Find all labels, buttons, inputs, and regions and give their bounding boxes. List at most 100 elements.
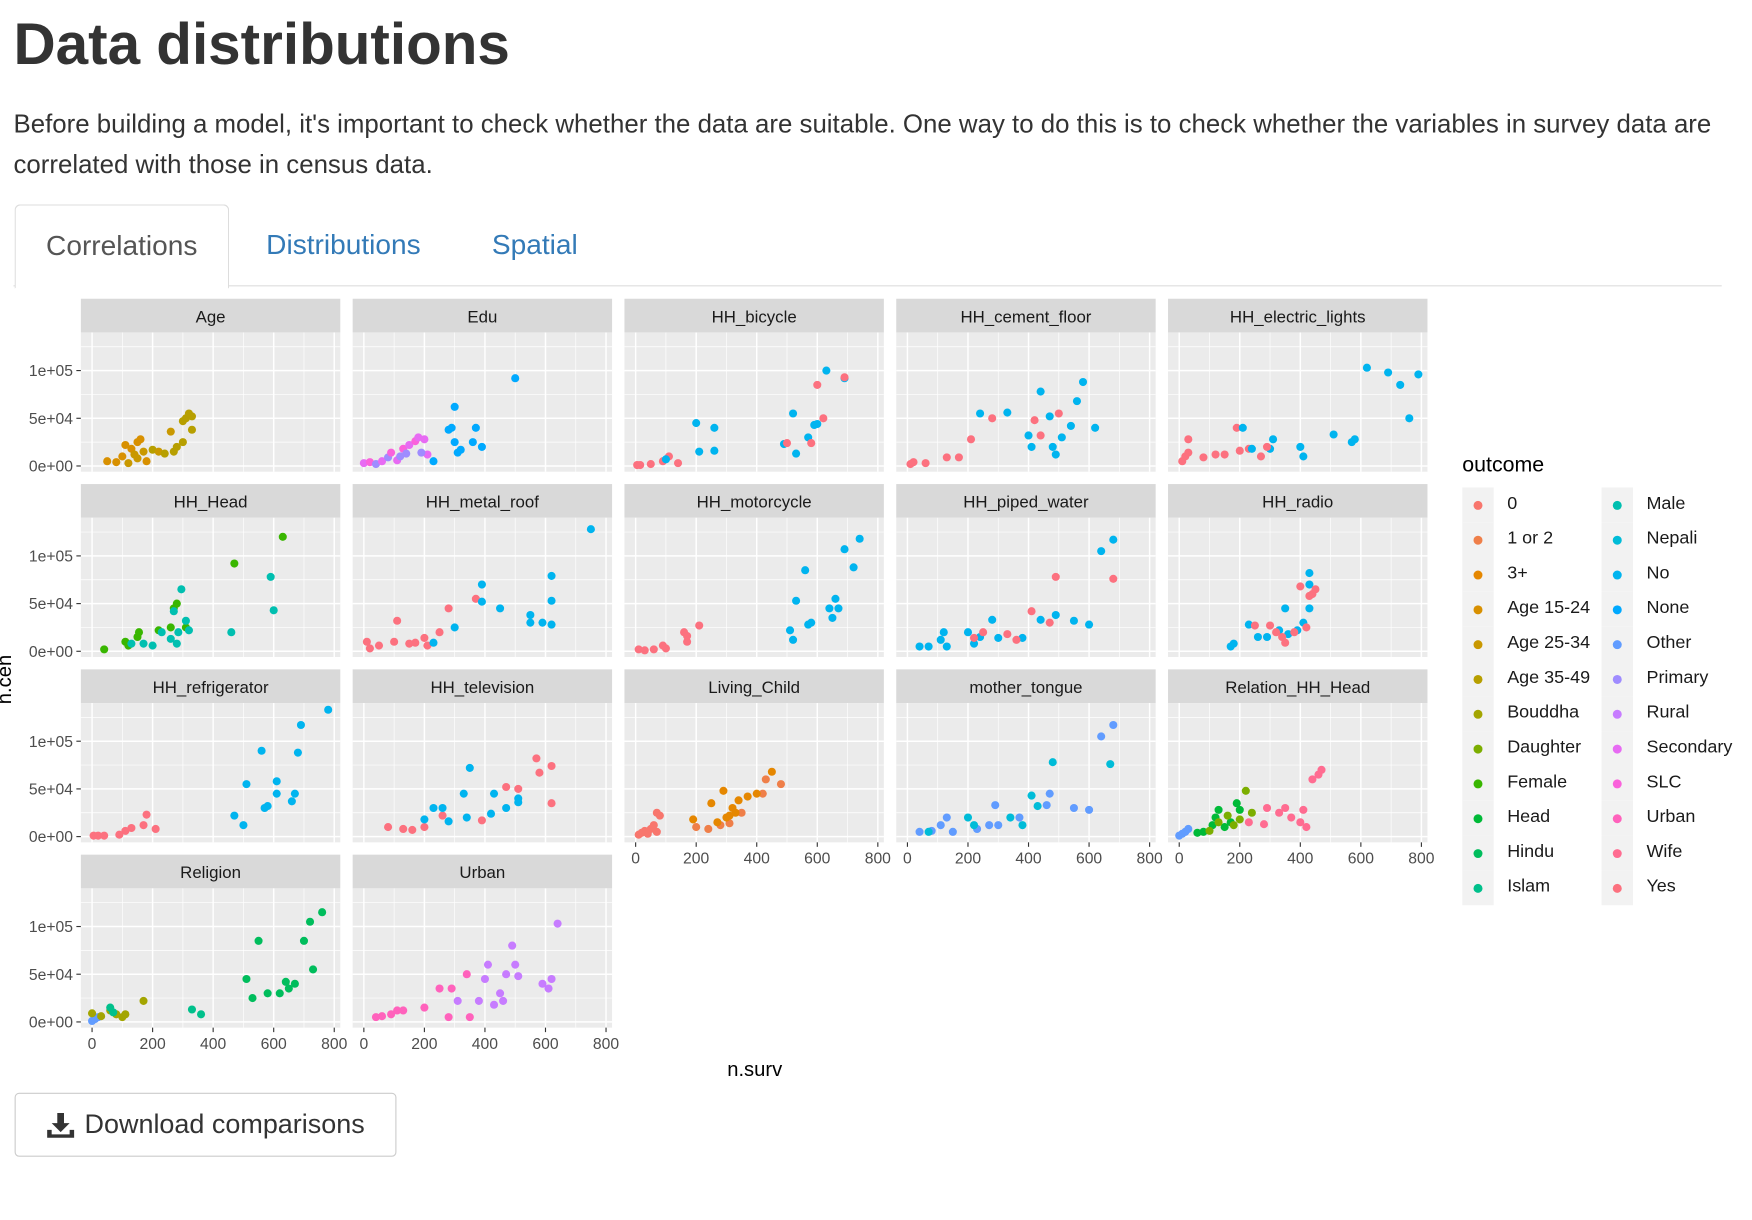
data-point [954, 453, 963, 462]
facet-label: Relation_HH_Head [1225, 678, 1370, 697]
panel-background [624, 703, 884, 843]
data-point [1193, 828, 1202, 837]
data-point [661, 455, 670, 464]
data-point [174, 628, 183, 637]
legend-label: No [1646, 563, 1670, 583]
legend-label: Urban [1646, 807, 1696, 827]
legend-key [1601, 731, 1633, 766]
x-tick-label: 400 [472, 1036, 498, 1053]
y-tick-label: 1e+05 [29, 919, 73, 936]
legend-label: Bouddha [1507, 703, 1580, 723]
data-point [1302, 823, 1311, 832]
facet-panel: HH_Head 0e+00 5e+04 1e+05 [29, 484, 341, 661]
data-point [496, 989, 505, 998]
y-tick-label: 0e+00 [29, 459, 73, 476]
facet-label: Urban [459, 863, 505, 882]
data-point [547, 761, 556, 771]
facet-label: HH_bicycle [712, 307, 797, 326]
data-point [1042, 801, 1051, 810]
download-label: Download comparisons [84, 1109, 365, 1140]
data-point [278, 532, 287, 541]
download-comparisons-button[interactable]: Download comparisons [14, 1092, 397, 1157]
data-point [299, 936, 309, 945]
data-point [444, 425, 453, 434]
facet-label: Age [196, 307, 226, 326]
data-point [248, 994, 257, 1003]
data-point [1299, 452, 1308, 461]
data-point [535, 768, 544, 777]
data-point [991, 801, 1000, 810]
data-point [399, 1006, 408, 1015]
data-point [324, 705, 333, 714]
data-point [429, 803, 438, 813]
facet-strip [1168, 669, 1428, 704]
x-tick-label: 400 [200, 1036, 226, 1053]
panel-background [80, 888, 341, 1028]
x-tick-label: 0 [88, 1036, 97, 1053]
data-point [966, 435, 976, 444]
facet-strip [352, 484, 613, 518]
data-point [1027, 607, 1036, 616]
data-point [636, 460, 645, 470]
data-point [263, 989, 272, 998]
legend-item: 3+ [1462, 557, 1597, 592]
data-point [417, 448, 426, 457]
data-point [387, 448, 396, 457]
data-point [695, 447, 704, 456]
facet-label: HH_piped_water [963, 493, 1089, 512]
facet-strip [352, 298, 613, 333]
data-point [444, 604, 453, 613]
data-point [499, 996, 508, 1005]
data-point [502, 782, 511, 792]
data-point [1296, 582, 1305, 591]
data-point [411, 638, 420, 647]
data-point [489, 1000, 499, 1009]
data-point [318, 908, 327, 917]
data-point [1045, 789, 1054, 798]
data-point [1057, 433, 1066, 442]
data-point [1184, 435, 1193, 444]
data-point [166, 634, 175, 643]
legend-key [1462, 522, 1494, 558]
data-point [438, 803, 447, 813]
legend-item: Female [1462, 765, 1597, 801]
data-point [290, 979, 299, 988]
data-point [689, 815, 698, 824]
data-point [1109, 720, 1118, 730]
data-point [547, 596, 556, 605]
y-tick-label: 0e+00 [29, 829, 73, 846]
data-point [1054, 409, 1063, 418]
facet-panel: Age 0e+00 5e+04 1e+05 [29, 298, 341, 476]
legend-dot-icon [1612, 709, 1622, 719]
data-point [296, 720, 305, 730]
data-point [969, 821, 979, 830]
data-point [1051, 450, 1060, 459]
legend-key [1462, 661, 1494, 697]
data-point [1106, 760, 1115, 769]
data-point [121, 440, 130, 450]
data-point [761, 775, 770, 784]
data-point [547, 620, 556, 629]
data-point [420, 1003, 429, 1012]
data-point [121, 826, 130, 835]
data-point [789, 409, 798, 418]
data-point [230, 811, 239, 820]
data-point [801, 566, 810, 575]
legend-label: Hindu [1507, 842, 1555, 862]
legend-dot-icon [1612, 535, 1622, 545]
facet-strip [352, 854, 613, 889]
data-point [683, 637, 692, 646]
data-point [115, 830, 124, 839]
tab-spatial[interactable]: Spatial [491, 229, 578, 261]
data-point [1024, 431, 1033, 440]
tab-distributions[interactable]: Distributions [266, 229, 421, 261]
x-tick-label: 200 [139, 1036, 165, 1053]
data-point [822, 366, 831, 375]
data-point [776, 780, 785, 789]
data-point [1003, 408, 1012, 417]
tab-correlations[interactable]: Correlations [14, 204, 229, 289]
data-point [480, 974, 489, 984]
y-tick-label: 5e+04 [29, 596, 73, 613]
facet-strip [1168, 484, 1428, 518]
data-point [1184, 824, 1193, 834]
